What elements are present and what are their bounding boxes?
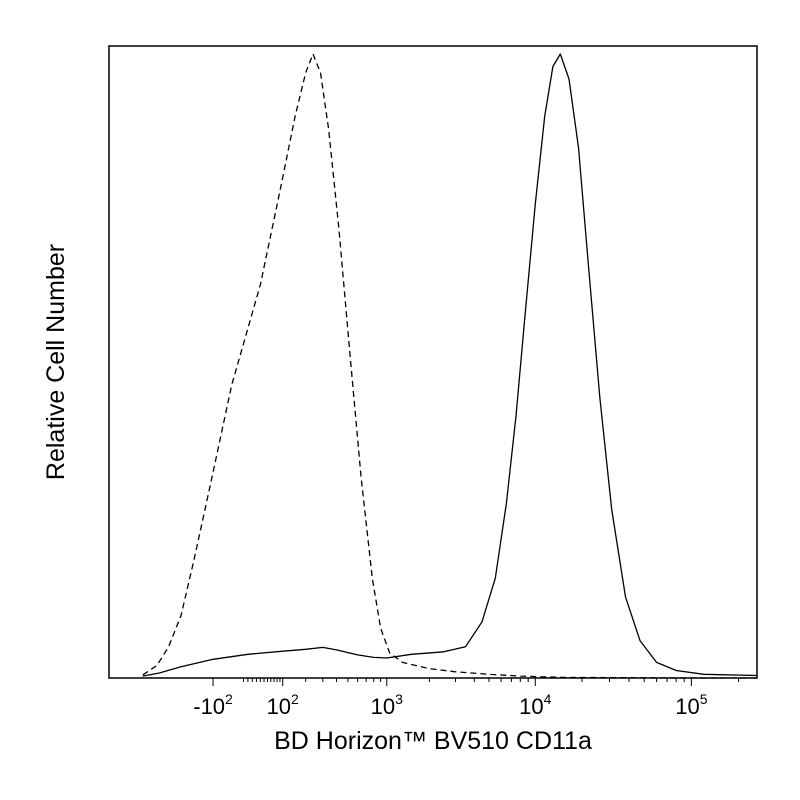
plot-area (108, 45, 758, 679)
x-tick-label: 104 (519, 691, 551, 719)
x-tick-label: 102 (267, 691, 299, 719)
x-axis: -102 102 103 104 105 (193, 678, 740, 719)
series-layer (142, 53, 758, 679)
x-tick-label: -102 (193, 691, 233, 719)
y-axis-title: Relative Cell Number (42, 244, 70, 480)
x-axis-title: BD Horizon™ BV510 CD11a (274, 727, 592, 755)
x-tick-label: 105 (675, 691, 707, 719)
plot-frame (108, 45, 758, 679)
isotype-control-curve (142, 53, 757, 679)
x-tick-label: 103 (371, 691, 403, 719)
stained-sample-curve (142, 53, 758, 677)
